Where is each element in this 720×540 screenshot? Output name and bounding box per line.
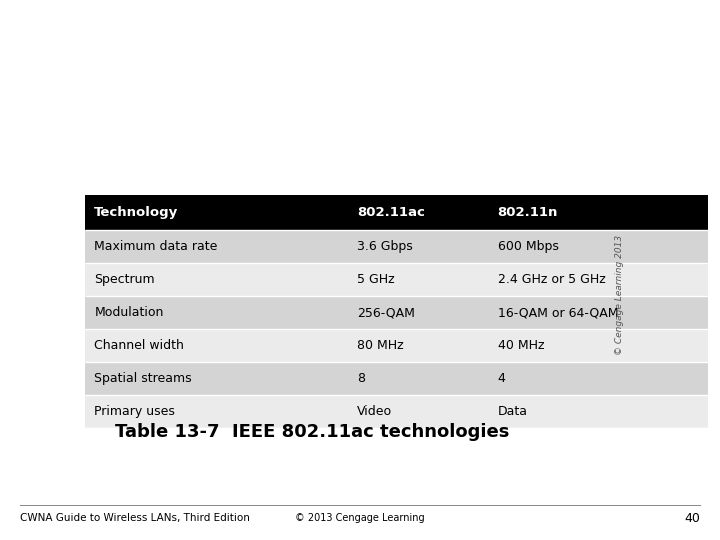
Text: 40 MHz: 40 MHz	[498, 339, 544, 352]
Text: 600 Mbps: 600 Mbps	[498, 240, 559, 253]
Bar	[85, 296, 708, 329]
Bar	[85, 362, 708, 395]
Text: Data: Data	[498, 405, 528, 418]
Bar	[488, 195, 708, 230]
Text: 256-QAM: 256-QAM	[357, 306, 415, 319]
Text: Modulation: Modulation	[94, 306, 163, 319]
Bar	[85, 395, 708, 428]
Bar	[348, 195, 488, 230]
Text: © Cengage Learning 2013: © Cengage Learning 2013	[616, 235, 624, 355]
Bar	[85, 230, 708, 263]
Text: Table 13-7  IEEE 802.11ac technologies: Table 13-7 IEEE 802.11ac technologies	[115, 423, 509, 441]
Text: 2.4 GHz or 5 GHz: 2.4 GHz or 5 GHz	[498, 273, 606, 286]
Text: Video: Video	[357, 405, 392, 418]
Text: Technology: Technology	[94, 206, 179, 219]
Text: 5 GHz: 5 GHz	[357, 273, 395, 286]
Text: Spatial streams: Spatial streams	[94, 372, 192, 385]
Text: Primary uses: Primary uses	[94, 405, 175, 418]
Text: 8: 8	[357, 372, 365, 385]
Text: Maximum data rate: Maximum data rate	[94, 240, 217, 253]
Text: 40: 40	[684, 511, 700, 524]
Text: Channel width: Channel width	[94, 339, 184, 352]
Text: 16-QAM or 64-QAM: 16-QAM or 64-QAM	[498, 306, 618, 319]
Text: CWNA Guide to Wireless LANs, Third Edition: CWNA Guide to Wireless LANs, Third Editi…	[20, 513, 250, 523]
Text: 3.6 Gbps: 3.6 Gbps	[357, 240, 413, 253]
Bar	[85, 195, 348, 230]
Bar	[85, 263, 708, 296]
Text: 4: 4	[498, 372, 505, 385]
Text: 802.11ac: 802.11ac	[357, 206, 425, 219]
Bar	[85, 329, 708, 362]
Text: 80 MHz: 80 MHz	[357, 339, 404, 352]
Text: Spectrum: Spectrum	[94, 273, 155, 286]
Text: © 2013 Cengage Learning: © 2013 Cengage Learning	[295, 513, 425, 523]
Text: 802.11n: 802.11n	[498, 206, 558, 219]
